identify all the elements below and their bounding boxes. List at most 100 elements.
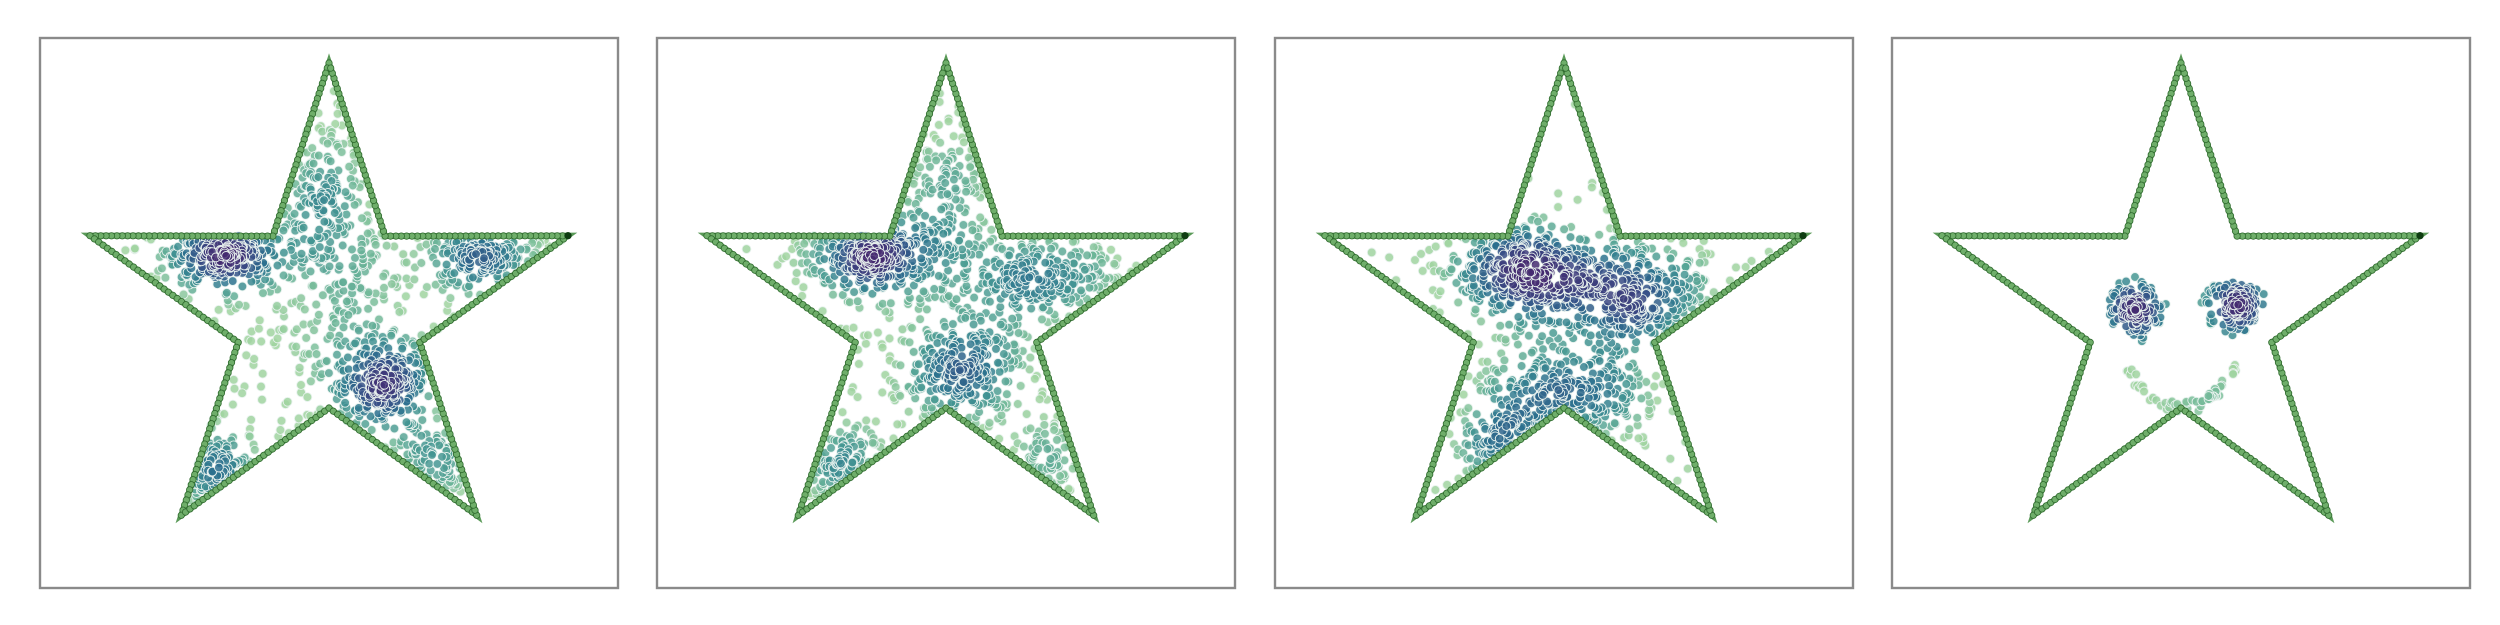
data-point — [272, 260, 283, 271]
data-point — [1602, 388, 1613, 399]
data-point — [356, 245, 367, 256]
data-point — [1482, 356, 1493, 367]
data-point — [246, 414, 256, 425]
boundary-endpoint — [1799, 232, 1807, 240]
data-point — [929, 394, 940, 405]
data-point — [1082, 250, 1092, 261]
data-point — [249, 444, 260, 455]
data-point — [394, 307, 405, 317]
data-point — [940, 178, 951, 188]
boundary-endpoint — [1181, 232, 1189, 240]
data-point — [852, 392, 863, 402]
data-point — [986, 224, 997, 235]
data-point — [1524, 330, 1534, 341]
data-point — [1500, 334, 1511, 345]
data-point — [1015, 381, 1026, 391]
data-point — [994, 366, 1005, 377]
data-point — [299, 304, 310, 315]
data-point — [1504, 319, 1514, 330]
data-point — [847, 457, 858, 468]
data-point — [929, 284, 940, 294]
data-point — [1678, 238, 1689, 248]
data-point — [1589, 315, 1600, 326]
data-point — [940, 258, 951, 268]
data-point — [984, 418, 995, 428]
data-point — [308, 158, 319, 169]
data-point — [918, 286, 929, 297]
data-point — [1052, 435, 1062, 445]
data-point — [422, 282, 432, 292]
data-point — [1000, 376, 1011, 387]
data-point — [1501, 421, 1512, 431]
data-point — [959, 137, 969, 148]
data-point — [848, 322, 859, 333]
data-point — [918, 244, 929, 255]
data-point — [1513, 339, 1523, 350]
data-point — [434, 440, 444, 451]
data-point — [1553, 188, 1564, 199]
data-point — [305, 266, 316, 277]
data-point — [915, 162, 925, 173]
data-point — [296, 293, 306, 304]
data-point — [416, 258, 427, 268]
data-point — [278, 324, 289, 334]
data-point — [1463, 403, 1474, 413]
data-point — [332, 108, 343, 119]
data-point — [313, 150, 324, 161]
data-point — [221, 287, 232, 298]
data-point — [948, 319, 958, 329]
panel-1 — [38, 36, 620, 590]
data-point — [975, 212, 986, 223]
data-point — [302, 392, 313, 402]
data-point — [254, 315, 265, 326]
data-point — [828, 289, 838, 300]
data-point — [398, 432, 409, 442]
data-point — [871, 416, 881, 427]
data-point — [347, 244, 357, 255]
data-point — [1526, 347, 1537, 358]
data-point — [1024, 272, 1035, 283]
data-point — [291, 341, 301, 352]
data-point — [427, 450, 437, 460]
data-point — [2139, 386, 2149, 397]
data-point — [347, 281, 357, 292]
panel-frame — [38, 36, 620, 590]
data-point — [344, 161, 355, 172]
data-point — [841, 417, 852, 428]
data-point — [332, 349, 342, 360]
data-point — [1682, 463, 1693, 474]
data-point — [1553, 202, 1563, 212]
data-point — [791, 268, 802, 278]
data-point — [1513, 312, 1524, 322]
data-point — [282, 396, 293, 407]
data-point — [468, 272, 478, 283]
data-point — [869, 251, 880, 261]
data-point — [293, 413, 304, 424]
data-point — [1443, 238, 1454, 249]
data-point — [967, 225, 978, 236]
data-point — [1470, 304, 1481, 315]
data-point — [160, 272, 171, 283]
data-point — [949, 174, 959, 185]
data-point — [995, 302, 1006, 312]
data-point — [309, 325, 319, 336]
data-point — [863, 330, 873, 341]
data-point — [324, 261, 335, 272]
data-point — [347, 180, 358, 191]
data-point — [1559, 224, 1569, 235]
data-point — [908, 347, 919, 357]
data-point — [314, 242, 325, 252]
data-point — [311, 349, 322, 359]
data-point — [1045, 454, 1056, 464]
data-point — [367, 320, 378, 331]
data-point — [334, 261, 345, 271]
data-point — [1740, 262, 1751, 272]
data-point — [1694, 257, 1705, 268]
data-point — [819, 254, 830, 264]
data-point — [311, 299, 322, 310]
data-point — [441, 259, 452, 270]
data-point — [398, 249, 409, 260]
data-point — [854, 359, 864, 369]
data-point — [1476, 316, 1486, 327]
data-point — [275, 425, 286, 435]
